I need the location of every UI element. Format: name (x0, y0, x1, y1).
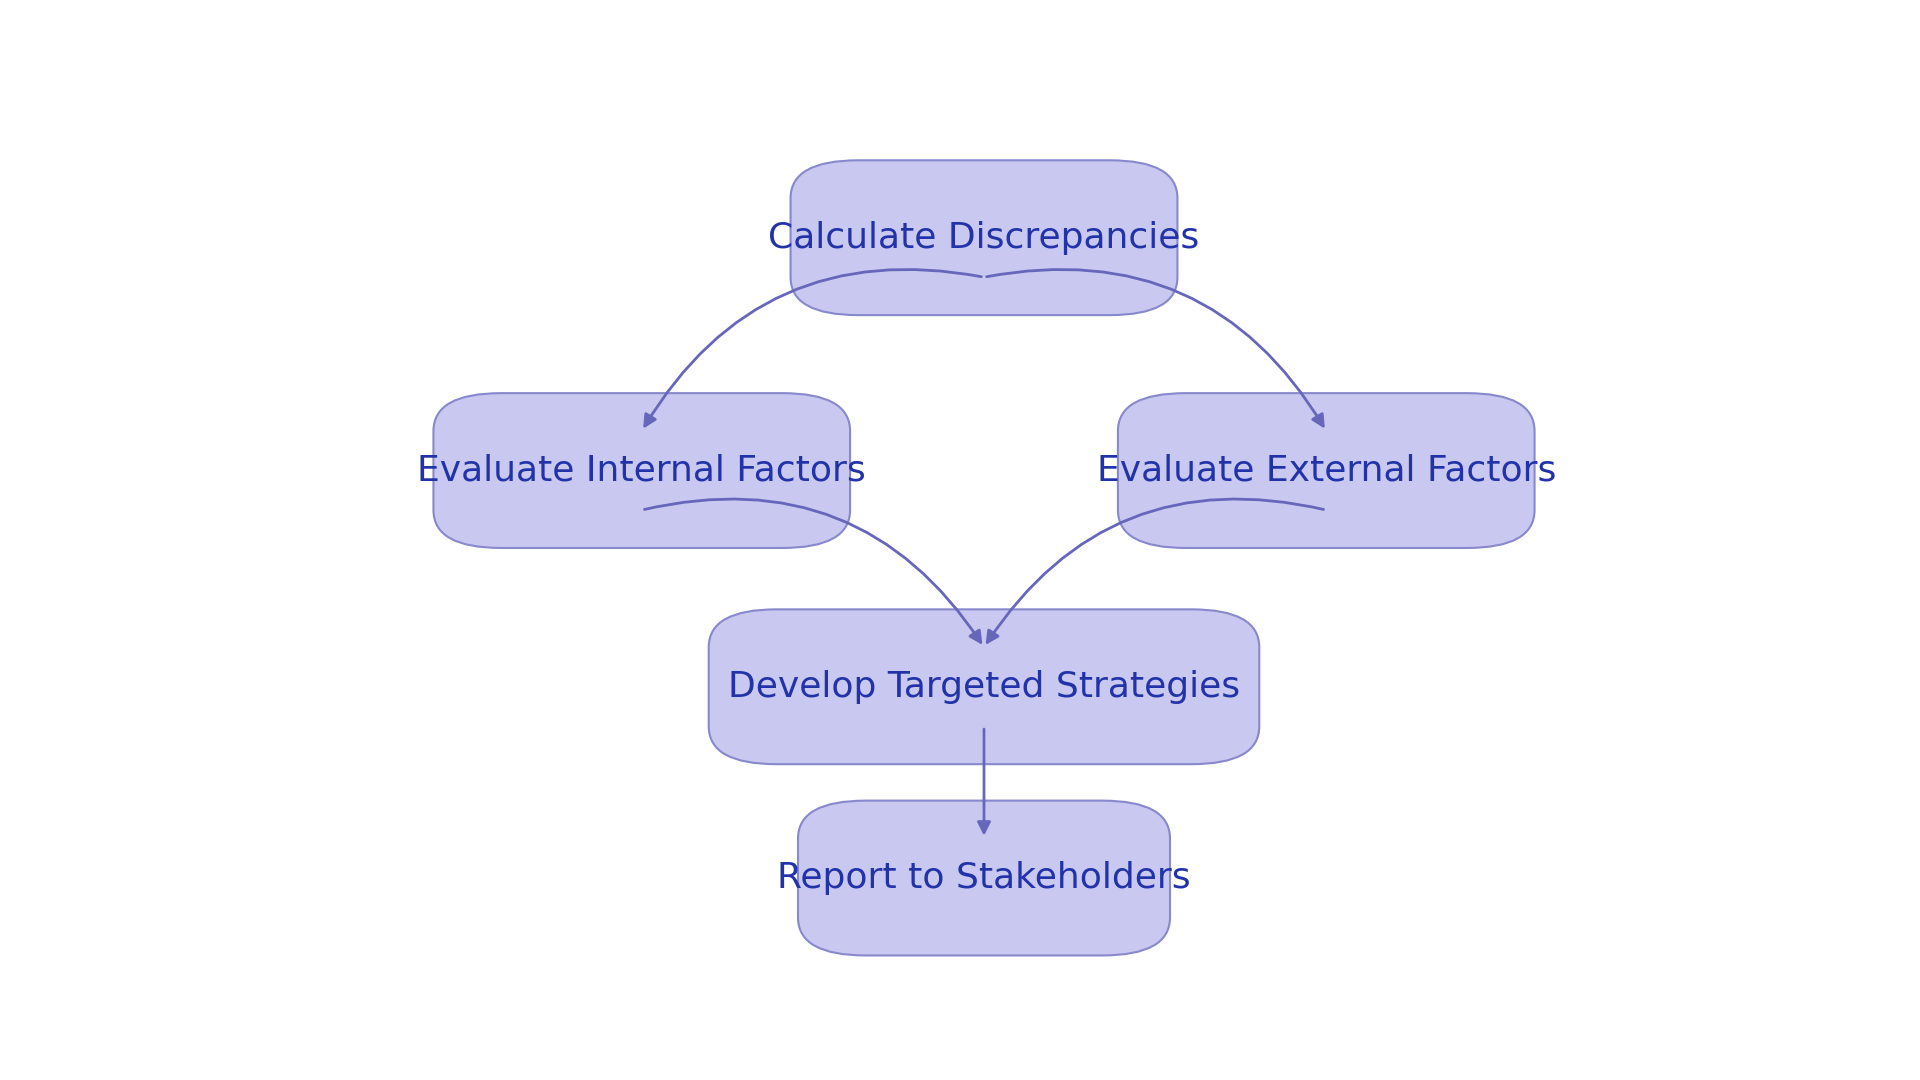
FancyBboxPatch shape (791, 160, 1177, 315)
Text: Report to Stakeholders: Report to Stakeholders (778, 861, 1190, 895)
Text: Develop Targeted Strategies: Develop Targeted Strategies (728, 670, 1240, 704)
Text: Calculate Discrepancies: Calculate Discrepancies (768, 220, 1200, 255)
FancyBboxPatch shape (799, 800, 1169, 956)
Text: Evaluate External Factors: Evaluate External Factors (1096, 454, 1555, 487)
FancyBboxPatch shape (1117, 393, 1534, 548)
FancyBboxPatch shape (708, 609, 1260, 765)
FancyBboxPatch shape (434, 393, 851, 548)
Text: Evaluate Internal Factors: Evaluate Internal Factors (417, 454, 866, 487)
